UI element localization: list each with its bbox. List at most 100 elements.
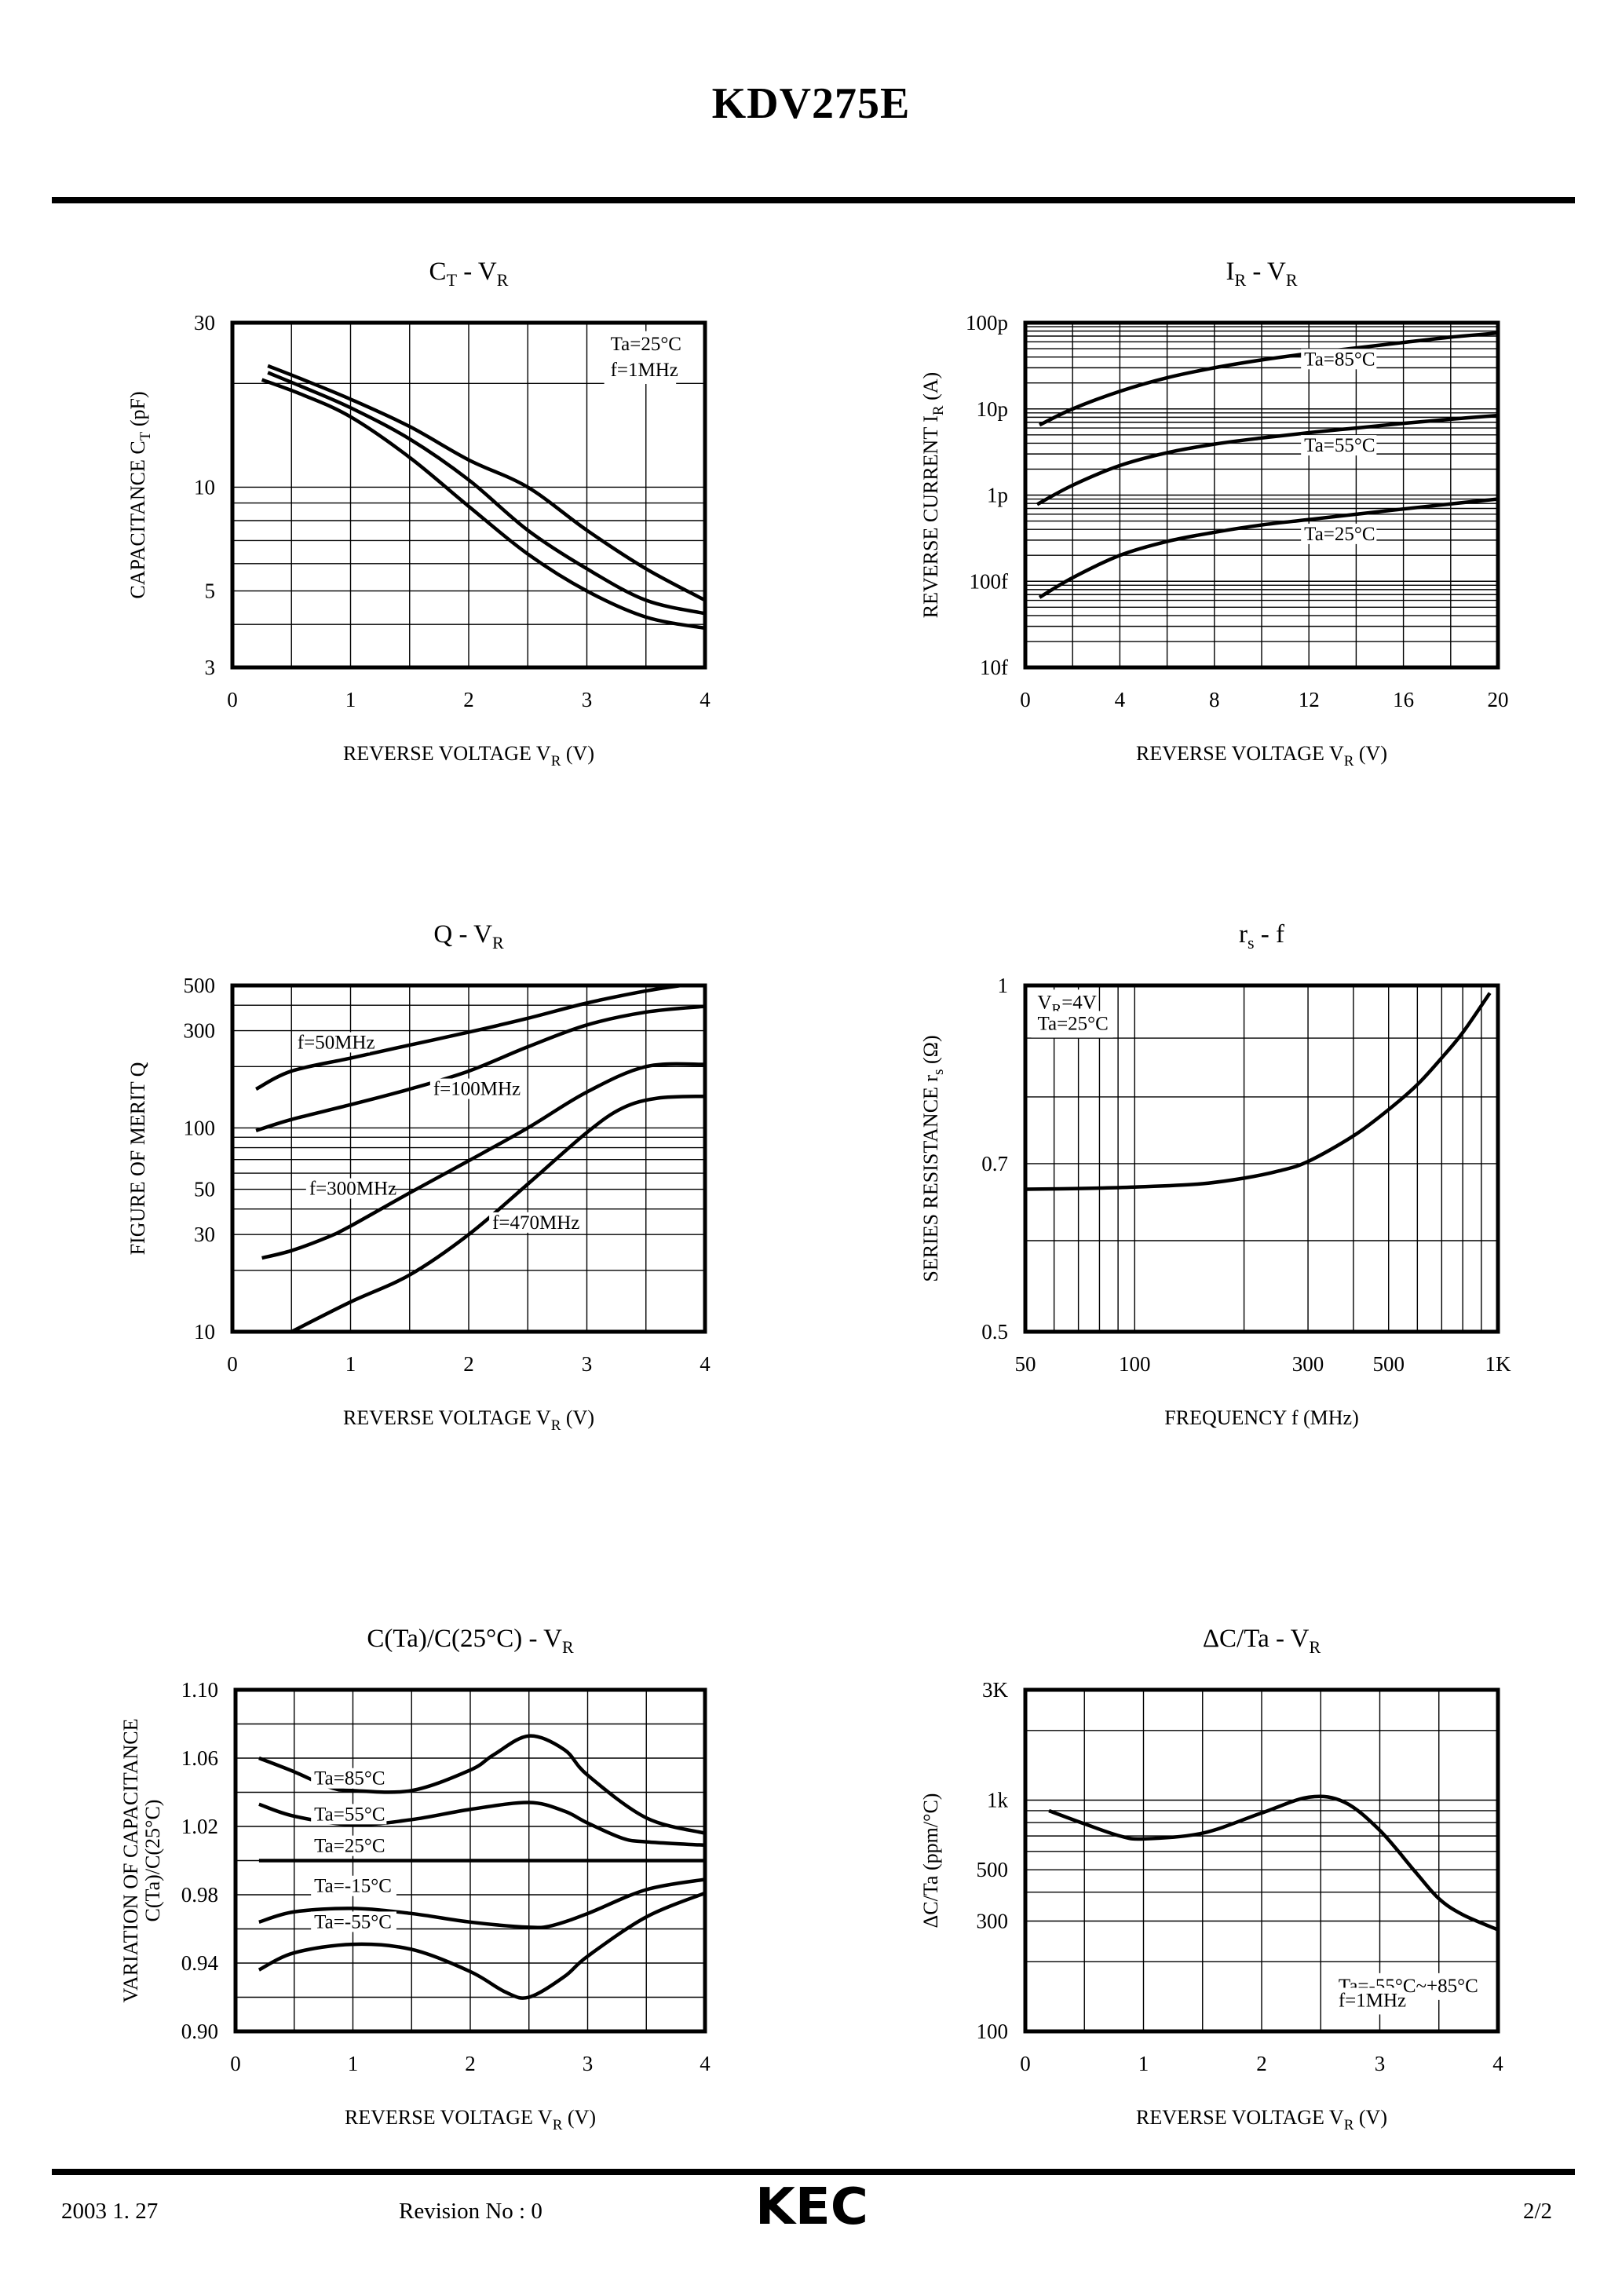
y-tick-label: 30 [194, 1223, 215, 1246]
x-tick-label: 500 [1372, 1352, 1405, 1376]
x-axis-label: REVERSE VOLTAGE VR (V) [1136, 742, 1387, 770]
x-tick-label: 16 [1393, 688, 1414, 711]
y-tick-label: 1.10 [181, 1678, 218, 1702]
x-tick-label: 100 [1119, 1352, 1151, 1376]
plot-frame [233, 1687, 707, 2034]
x-tick-label: 0 [1020, 688, 1031, 711]
series-line-lower [261, 378, 706, 631]
series-label-background [311, 1875, 396, 1896]
annotation-background [604, 331, 686, 358]
kec-logo: KEC [755, 2180, 868, 2230]
series-label-background [311, 1804, 387, 1825]
x-tick-label: 8 [1209, 688, 1220, 711]
series-label: f=470MHz [492, 1212, 579, 1234]
x-tick-label: 4 [700, 1352, 711, 1376]
x-tick-label: 1 [345, 688, 356, 711]
x-tick-label: 2 [463, 688, 474, 711]
chart-cta-c25-vr: Ta=85°C Ta=55°C Ta=25°C Ta=-15°C Ta=-55°C 0 1 2… [119, 1625, 711, 2133]
x-tick-label: 0 [230, 2052, 241, 2075]
series-line-f-50mhz [255, 983, 682, 1091]
x-tick-label: 4 [1115, 688, 1126, 711]
y-tick-label: 1k [987, 1789, 1009, 1812]
y-tick-label: 300 [977, 1909, 1009, 1932]
series-label: f=100MHz [433, 1079, 521, 1100]
x-tick-label: 2 [463, 1352, 474, 1376]
series-line-middle [267, 371, 706, 616]
series-label: Ta=25°C [314, 1836, 385, 1857]
y-tick-label: 300 [184, 1019, 216, 1043]
series-label: Ta=-15°C [314, 1876, 392, 1897]
x-axis-label: REVERSE VOLTAGE VR (V) [345, 2106, 596, 2133]
series-label: Ta=85°C [314, 1768, 385, 1790]
x-tick-label: 0 [227, 688, 238, 711]
header-rule [52, 197, 1575, 203]
x-tick-label: 20 [1488, 688, 1509, 711]
y-tick-label: 5 [205, 579, 216, 603]
series-label-background [305, 1178, 392, 1199]
series-line-ta-85-c [1039, 331, 1499, 427]
series-line-f-470mhz [290, 1094, 706, 1334]
y-tick-label: 100 [977, 2020, 1009, 2043]
y-tick-label: 100f [970, 569, 1009, 593]
gridlines [1025, 323, 1498, 668]
annotation-text: Ta=25°C [1037, 1014, 1108, 1035]
chart-title: IR - VR [1226, 258, 1297, 290]
series-label-background [429, 1078, 516, 1099]
y-tick-label: 1.02 [181, 1815, 218, 1838]
x-tick-label: 4 [1492, 2052, 1503, 2075]
annotation-background [1031, 1011, 1113, 1038]
chart-title: rs - f [1239, 920, 1284, 952]
y-tick-label: 500 [184, 974, 216, 997]
x-tick-label: 12 [1299, 688, 1320, 711]
annotation-background [604, 357, 677, 385]
x-tick-label: 50 [1015, 1352, 1036, 1376]
y-tick-label: 500 [977, 1858, 1009, 1881]
y-tick-label: 0.5 [981, 1320, 1008, 1344]
series-line-f-100mhz [255, 1004, 706, 1133]
x-tick-label: 3 [582, 688, 593, 711]
footer-date: 2003 1. 27 [61, 2199, 159, 2224]
series-line-ta-55-c [1036, 413, 1499, 506]
series-line-ta-55-c-85-c-f-1mhz [1048, 1794, 1499, 1932]
annotation-background [1332, 1987, 1405, 2015]
chart-title: C(Ta)/C(25°C) - VR [367, 1625, 574, 1657]
y-tick-label: 3 [205, 656, 216, 679]
chart-title: CT - VR [429, 258, 509, 290]
x-tick-label: 3 [582, 1352, 593, 1376]
x-tick-label: 1 [1138, 2052, 1149, 2075]
plot-frame [1023, 320, 1500, 670]
y-tick-label: 1p [987, 484, 1008, 507]
x-tick-label: 4 [700, 2052, 711, 2075]
plot-frame [230, 320, 707, 670]
kec-logo-text: KEC [755, 2180, 868, 2230]
chart-ct-vr: Ta=25°C f=1MHz 0 1 2 3 4 3 5 10 30 CT - VR REVERSE V… [126, 258, 711, 770]
annotation-text: Ta=25°C [611, 334, 681, 355]
y-tick-label: 0.94 [181, 1951, 219, 1975]
series-line-vr-4v-ta-25-c [1025, 992, 1492, 1191]
y-tick-label: 30 [194, 311, 215, 335]
gridlines [1025, 985, 1498, 1332]
plot-frame [1023, 1687, 1500, 2034]
x-tick-label: 0 [1020, 2052, 1031, 2075]
chart-ir-vr: Ta=85°C Ta=55°C Ta=25°C 0 4 8 12 16 20 10f 100f 1p 1… [919, 258, 1509, 770]
series-line-ta-15-c [258, 1877, 706, 1929]
y-tick-label: 100 [184, 1116, 216, 1139]
series-label-background [311, 1911, 396, 1932]
x-tick-label: 4 [700, 688, 711, 711]
y-tick-label: 3K [982, 1678, 1009, 1702]
series-label-background [294, 1032, 370, 1053]
y-axis-label: REVERSE CURRENT IR (A) [919, 372, 947, 618]
x-tick-label: 1 [348, 2052, 359, 2075]
y-tick-label: 1.06 [181, 1746, 218, 1770]
y-axis-label: VARIATION OF CAPACITANCE [119, 1719, 142, 2003]
series-label-background [489, 1212, 575, 1233]
y-tick-label: 0.90 [181, 2020, 218, 2043]
series-label-background [1301, 523, 1377, 544]
chart-title: Q - VR [433, 920, 504, 952]
series-label: Ta=-55°C [314, 1911, 392, 1932]
series-label: Ta=25°C [1304, 524, 1375, 545]
footer-page-number: 2/2 [1523, 2199, 1553, 2224]
x-axis-label: REVERSE VOLTAGE VR (V) [343, 1406, 594, 1434]
